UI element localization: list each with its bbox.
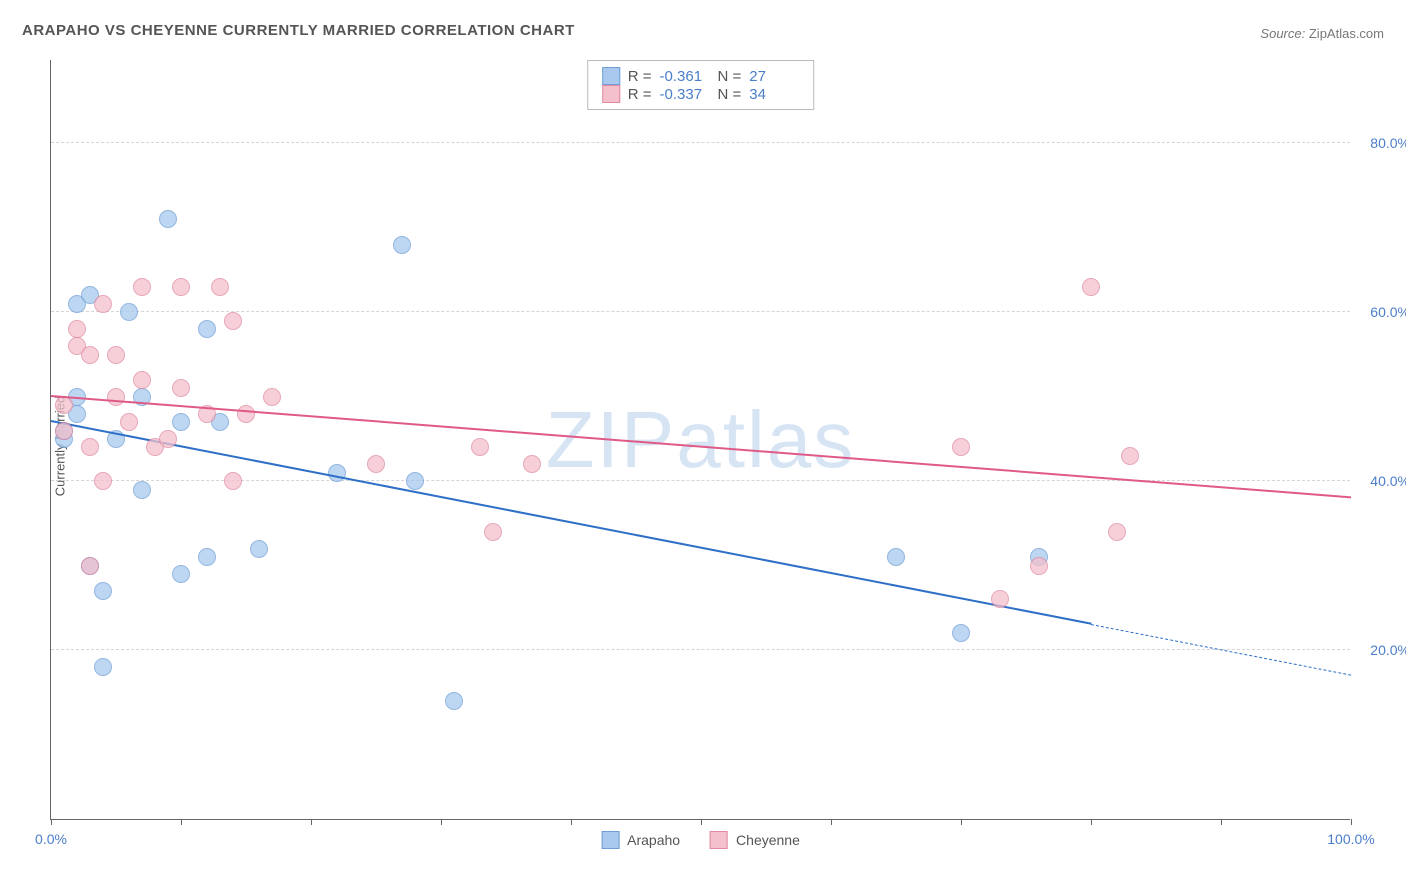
swatch-arapaho bbox=[602, 67, 620, 85]
y-tick-label: 40.0% bbox=[1370, 473, 1406, 489]
legend-label-arapaho: Arapaho bbox=[627, 832, 680, 848]
data-point bbox=[133, 481, 151, 499]
legend-item-cheyenne: Cheyenne bbox=[710, 831, 800, 849]
x-tick bbox=[701, 819, 702, 825]
data-point bbox=[224, 472, 242, 490]
legend-item-arapaho: Arapaho bbox=[601, 831, 680, 849]
data-point bbox=[484, 523, 502, 541]
data-point bbox=[952, 624, 970, 642]
x-tick bbox=[1221, 819, 1222, 825]
data-point bbox=[94, 582, 112, 600]
grid-line bbox=[51, 311, 1350, 312]
x-tick bbox=[1351, 819, 1352, 825]
data-point bbox=[159, 210, 177, 228]
data-point bbox=[107, 388, 125, 406]
chart-container: ARAPAHO VS CHEYENNE CURRENTLY MARRIED CO… bbox=[0, 0, 1406, 892]
swatch-cheyenne bbox=[602, 85, 620, 103]
x-tick bbox=[1091, 819, 1092, 825]
x-tick bbox=[571, 819, 572, 825]
data-point bbox=[406, 472, 424, 490]
data-point bbox=[55, 422, 73, 440]
source-label: Source: bbox=[1260, 26, 1305, 41]
watermark: ZIPatlas bbox=[546, 394, 855, 486]
x-tick-label: 0.0% bbox=[35, 831, 67, 847]
stat-r-value-cheyenne: -0.337 bbox=[660, 86, 710, 103]
grid-line bbox=[51, 142, 1350, 143]
data-point bbox=[120, 303, 138, 321]
data-point bbox=[94, 472, 112, 490]
grid-line bbox=[51, 649, 1350, 650]
data-point bbox=[172, 379, 190, 397]
data-point bbox=[250, 540, 268, 558]
data-point bbox=[523, 455, 541, 473]
data-point bbox=[172, 413, 190, 431]
data-point bbox=[159, 430, 177, 448]
stat-n-value-cheyenne: 34 bbox=[749, 86, 799, 103]
data-point bbox=[367, 455, 385, 473]
source-attribution: Source: ZipAtlas.com bbox=[1260, 26, 1384, 41]
stats-box: R = -0.361 N = 27 R = -0.337 N = 34 bbox=[587, 60, 815, 110]
x-tick bbox=[181, 819, 182, 825]
x-tick-label: 100.0% bbox=[1327, 831, 1374, 847]
data-point bbox=[94, 295, 112, 313]
data-point bbox=[68, 320, 86, 338]
data-point bbox=[81, 438, 99, 456]
stat-r-label: R = bbox=[628, 86, 652, 103]
y-tick-label: 60.0% bbox=[1370, 304, 1406, 320]
data-point bbox=[263, 388, 281, 406]
data-point bbox=[172, 565, 190, 583]
data-point bbox=[445, 692, 463, 710]
data-point bbox=[94, 658, 112, 676]
legend-label-cheyenne: Cheyenne bbox=[736, 832, 800, 848]
stats-row-cheyenne: R = -0.337 N = 34 bbox=[602, 85, 800, 103]
x-tick bbox=[441, 819, 442, 825]
y-tick-label: 80.0% bbox=[1370, 135, 1406, 151]
trend-line bbox=[51, 420, 1091, 625]
stat-n-value-arapaho: 27 bbox=[749, 68, 799, 85]
plot-area: ZIPatlas R = -0.361 N = 27 R = -0.337 N … bbox=[50, 60, 1350, 820]
source-value: ZipAtlas.com bbox=[1309, 26, 1384, 41]
stat-n-label: N = bbox=[718, 68, 742, 85]
stat-r-label: R = bbox=[628, 68, 652, 85]
trend-line bbox=[51, 395, 1351, 498]
data-point bbox=[133, 371, 151, 389]
swatch-arapaho bbox=[601, 831, 619, 849]
data-point bbox=[198, 548, 216, 566]
data-point bbox=[107, 346, 125, 364]
x-tick bbox=[831, 819, 832, 825]
x-tick bbox=[51, 819, 52, 825]
stat-n-label: N = bbox=[718, 86, 742, 103]
chart-title: ARAPAHO VS CHEYENNE CURRENTLY MARRIED CO… bbox=[22, 22, 575, 39]
data-point bbox=[393, 236, 411, 254]
data-point bbox=[952, 438, 970, 456]
data-point bbox=[471, 438, 489, 456]
data-point bbox=[133, 278, 151, 296]
data-point bbox=[81, 346, 99, 364]
data-point bbox=[81, 557, 99, 575]
data-point bbox=[237, 405, 255, 423]
data-point bbox=[55, 396, 73, 414]
x-tick bbox=[311, 819, 312, 825]
data-point bbox=[1108, 523, 1126, 541]
legend: Arapaho Cheyenne bbox=[601, 831, 800, 849]
data-point bbox=[1082, 278, 1100, 296]
stat-r-value-arapaho: -0.361 bbox=[660, 68, 710, 85]
data-point bbox=[991, 590, 1009, 608]
stats-row-arapaho: R = -0.361 N = 27 bbox=[602, 67, 800, 85]
data-point bbox=[120, 413, 138, 431]
data-point bbox=[1030, 557, 1048, 575]
data-point bbox=[198, 320, 216, 338]
x-tick bbox=[961, 819, 962, 825]
data-point bbox=[211, 278, 229, 296]
data-point bbox=[1121, 447, 1139, 465]
swatch-cheyenne bbox=[710, 831, 728, 849]
data-point bbox=[887, 548, 905, 566]
y-tick-label: 20.0% bbox=[1370, 642, 1406, 658]
data-point bbox=[172, 278, 190, 296]
data-point bbox=[224, 312, 242, 330]
